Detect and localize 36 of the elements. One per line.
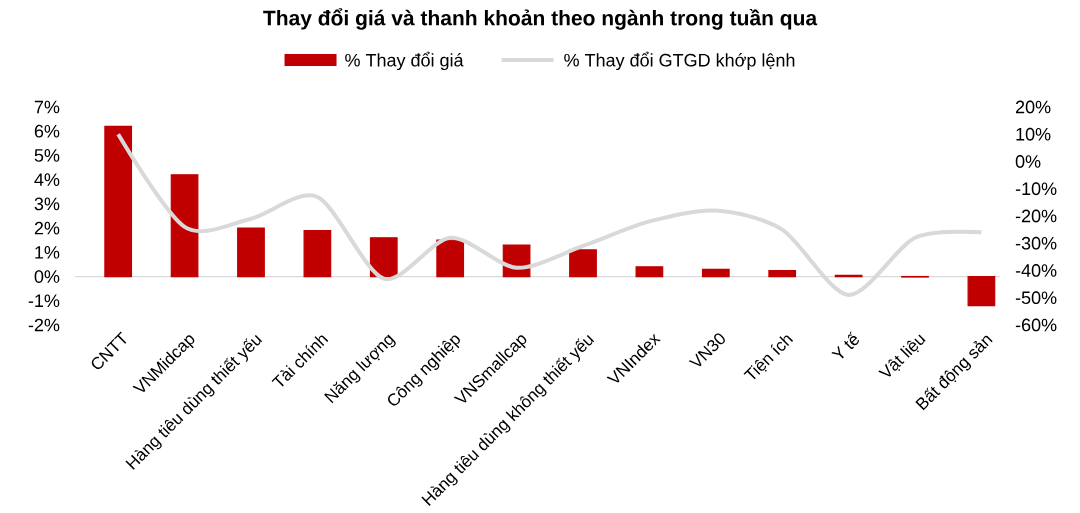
bar	[436, 239, 465, 278]
y2-tick-label: 0%	[1015, 155, 1041, 168]
bar	[701, 268, 730, 278]
bar	[768, 269, 797, 278]
y2-tick-label: 10%	[1016, 127, 1051, 141]
y2-tick-label: -50%	[1015, 291, 1057, 305]
y-tick-label: -2%	[28, 318, 60, 332]
y-tick-label: 3%	[34, 197, 60, 211]
bar	[569, 249, 597, 278]
x-tick-label: Y tế	[831, 331, 859, 359]
y2-tick-label: -60%	[1015, 318, 1057, 332]
bar	[303, 229, 332, 278]
y-tick-label: 5%	[34, 149, 60, 162]
x-tick-label: Vật liệu	[878, 334, 926, 377]
y-tick-label: 6%	[34, 124, 60, 138]
y-tick-label: 1%	[35, 246, 60, 259]
bar	[967, 275, 996, 307]
legend-label: % Thay đổi GTGD khớp lệnh	[564, 51, 795, 71]
y2-tick-label: 20%	[1015, 100, 1051, 114]
bar	[635, 266, 664, 278]
bar	[369, 237, 398, 278]
y-tick-label: 7%	[34, 100, 60, 114]
bar	[104, 125, 133, 278]
y2-tick-label: -20%	[1015, 209, 1057, 223]
x-tick-label: Tiện ích	[743, 335, 794, 380]
y2-tick-label: -30%	[1015, 236, 1057, 250]
bar	[237, 227, 265, 278]
bar	[170, 174, 199, 278]
y-tick-label: 4%	[34, 173, 60, 186]
y-tick-label: 0%	[34, 270, 60, 283]
y2-tick-label: -40%	[1015, 264, 1057, 277]
y-tick-label: 2%	[34, 221, 60, 235]
y2-tick-label: -10%	[1015, 182, 1057, 196]
legend-label: % Thay đổi giá	[345, 51, 464, 71]
chart-title: Thay đổi giá và thanh khoản theo ngành trong tuần qua	[263, 8, 818, 30]
y-tick-label: -1%	[28, 294, 60, 308]
